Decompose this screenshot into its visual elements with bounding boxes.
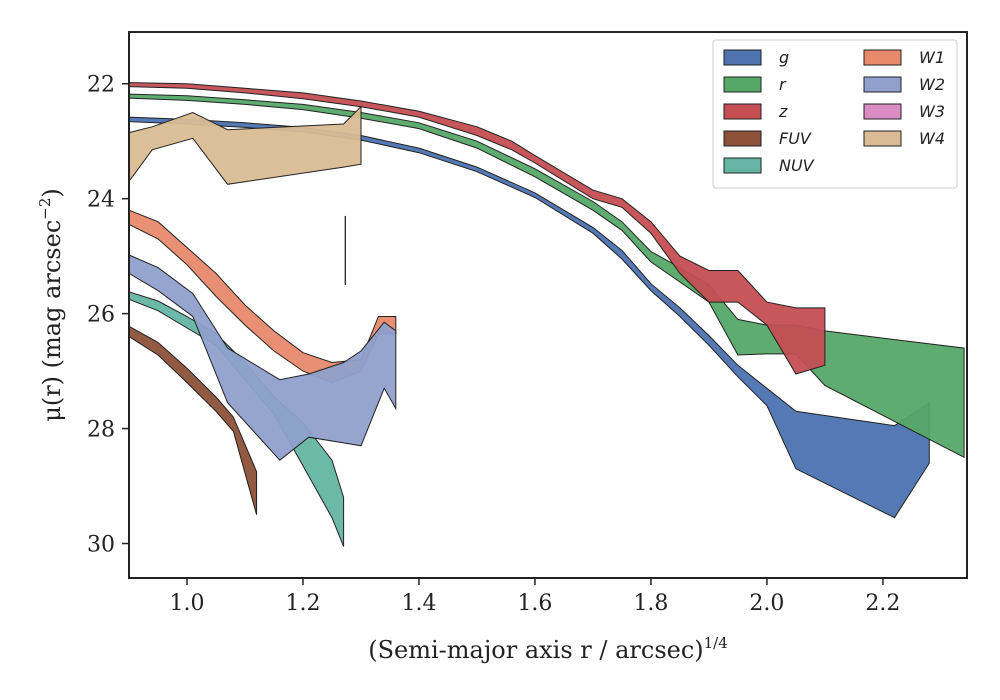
plot-frame: [128, 31, 968, 579]
legend-swatch-nuv: [723, 157, 762, 174]
legend-label-nuv: NUV: [779, 156, 815, 175]
legend-label-r: r: [779, 75, 787, 94]
y-tick-label: 22: [87, 73, 115, 98]
band-w4: [128, 105, 362, 185]
x-tick-label: 1.8: [633, 591, 668, 616]
x-tick-label: 1.6: [517, 591, 552, 616]
y-tick-label: 28: [87, 418, 115, 443]
y-tick-label: 30: [87, 533, 115, 558]
legend-label-w2: W2: [919, 75, 945, 94]
y-axis-ticks: 22 24 26 28 30: [87, 73, 129, 558]
x-tick-label: 1.2: [285, 591, 320, 616]
legend-label-w1: W1: [919, 48, 945, 67]
x-tick-label: 2.2: [865, 591, 900, 616]
band-g: [128, 116, 930, 519]
band-r: [128, 93, 965, 459]
legend-swatch-w2: [863, 76, 902, 93]
legend-swatch-r: [723, 76, 762, 93]
x-axis-ticks: 1.0 1.2 1.4 1.6 1.8 2.0 2.2: [169, 578, 900, 616]
legend-swatch-w3: [863, 103, 902, 120]
legend-label-w4: W4: [919, 129, 945, 148]
legend-swatch-z: [723, 103, 762, 120]
x-tick-label: 2.0: [749, 591, 784, 616]
band-w2: [128, 254, 397, 461]
legend-label-g: g: [779, 48, 789, 67]
legend: grz FUV NUV W1 W2 W3 W4: [712, 39, 958, 189]
series-bands: [128, 82, 965, 547]
x-axis-label: (Semi-major axis r / arcsec)1/4: [368, 634, 728, 664]
band-fuv: [128, 325, 258, 515]
legend-swatch-w1: [863, 49, 902, 66]
y-tick-label: 26: [87, 303, 115, 328]
x-tick-label: 1.0: [169, 591, 204, 616]
legend-swatch-fuv: [723, 130, 762, 147]
legend-label-fuv: FUV: [779, 129, 812, 148]
band-z: [128, 82, 826, 375]
legend-swatch-w4: [863, 130, 902, 147]
x-tick-label: 1.4: [401, 591, 436, 616]
legend-label-z: z: [778, 102, 788, 121]
legend-label-w3: W3: [919, 102, 945, 121]
y-tick-label: 24: [87, 188, 115, 213]
legend-swatch-g: [723, 49, 762, 66]
y-axis-label: μ(r) (mag arcsec−2): [36, 188, 66, 422]
